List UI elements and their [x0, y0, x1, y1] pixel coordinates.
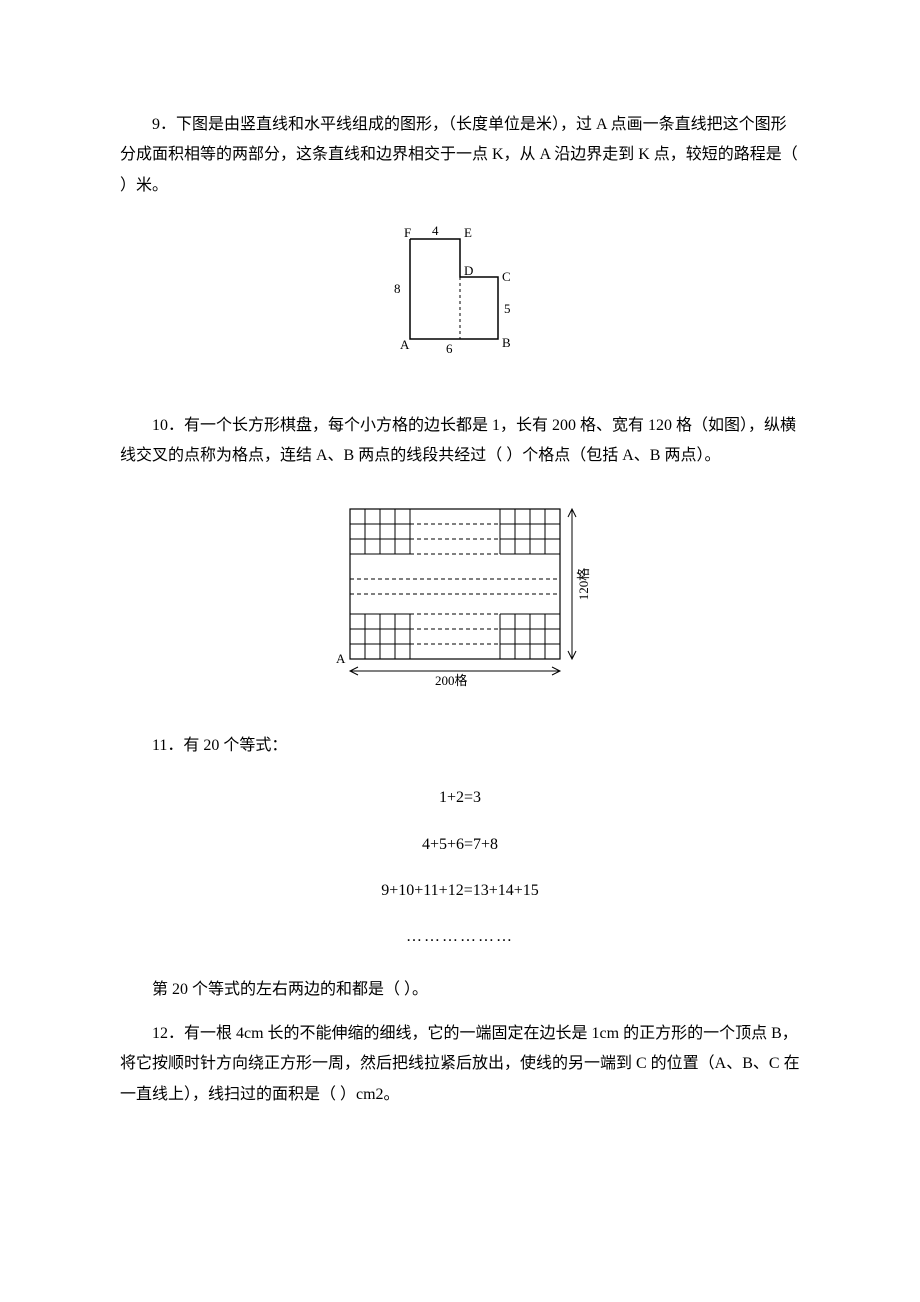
- q10-grid-left-bottom: [350, 614, 410, 659]
- q11-eq3: 9+10+11+12=13+14+15: [120, 876, 800, 906]
- q9-dim-left: 8: [394, 281, 401, 296]
- q10-y-arrow: [568, 509, 576, 659]
- q9-label-F: F: [404, 225, 411, 240]
- q9-label-D: D: [464, 263, 473, 278]
- q11-eq1: 1+2=3: [120, 783, 800, 813]
- q10-dashed-h: [350, 524, 560, 644]
- q10-svg: 200格 120格 A: [310, 489, 610, 689]
- q9-label-A: A: [400, 337, 410, 352]
- q9-polygon: [410, 239, 498, 339]
- q9-dim-bottom: 6: [446, 341, 453, 356]
- q10-outer: [350, 509, 560, 659]
- q11-dots: ………………: [120, 922, 800, 952]
- q10-grid-right-top: [500, 509, 560, 554]
- q9-text: 9．下图是由竖直线和水平线组成的图形，（长度单位是米），过 A 点画一条直线把这…: [120, 110, 800, 201]
- q11-eq2: 4+5+6=7+8: [120, 830, 800, 860]
- page: 9．下图是由竖直线和水平线组成的图形，（长度单位是米），过 A 点画一条直线把这…: [0, 0, 920, 1302]
- q10-label-A: A: [336, 651, 346, 666]
- q9-figure: F E D C B A 4 8 5 6: [120, 219, 800, 380]
- q10-ylabel: 120格: [576, 568, 591, 601]
- q12-text: 12．有一根 4cm 长的不能伸缩的细线，它的一端固定在边长是 1cm 的正方形…: [120, 1019, 800, 1110]
- q9-dim-top: 4: [432, 223, 439, 238]
- q9-label-C: C: [502, 269, 511, 284]
- q9-svg: F E D C B A 4 8 5 6: [380, 219, 540, 369]
- q10-figure: 200格 120格 A: [120, 489, 800, 700]
- q9-label-B: B: [502, 335, 511, 350]
- q10-xlabel: 200格: [435, 673, 468, 688]
- q10-grid-left-top: [350, 509, 410, 554]
- q11-intro: 11．有 20 个等式：: [120, 731, 800, 761]
- q10-grid-right-bottom: [500, 614, 560, 659]
- q11-equations: 1+2=3 4+5+6=7+8 9+10+11+12=13+14+15 ……………: [120, 783, 800, 953]
- q9-dim-right: 5: [504, 301, 511, 316]
- q11-tail: 第 20 个等式的左右两边的和都是（ ）。: [120, 975, 800, 1005]
- q10-text: 10．有一个长方形棋盘，每个小方格的边长都是 1，长有 200 格、宽有 120…: [120, 411, 800, 472]
- q9-label-E: E: [464, 225, 472, 240]
